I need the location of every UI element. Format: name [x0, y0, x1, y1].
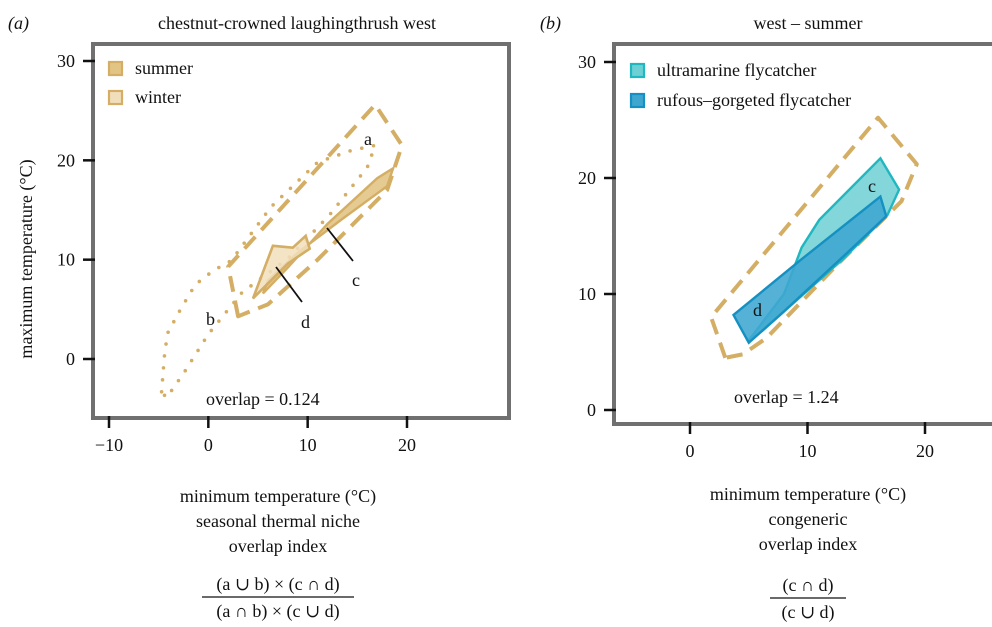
legend-swatch-ultramarine [629, 62, 646, 79]
panel-a-frame [91, 42, 511, 420]
y-tick-label: 0 [587, 400, 596, 420]
y-tick-label: 30 [57, 51, 75, 71]
panel-a-series [159, 102, 404, 401]
y-tick-label: 20 [578, 168, 596, 188]
panel-a-caption-line1: seasonal thermal niche [196, 511, 360, 531]
panel-b-xlabel: minimum temperature (°C) [710, 484, 906, 505]
panel-b-annotations: c d overlap = 1.24 [734, 176, 876, 407]
panel-a-title: chestnut-crowned laughingthrush west [158, 13, 436, 33]
series-region-outline [709, 115, 919, 360]
panel-a: (a) chestnut-crowned laughingthrush west… [8, 13, 511, 622]
series-region-d [251, 233, 312, 300]
x-tick-label: 0 [204, 435, 213, 455]
region-label-d: d [301, 312, 310, 332]
panel-b-tag: (b) [540, 13, 561, 34]
panel-b-caption-line2: overlap index [759, 534, 857, 554]
legend-label-ultramarine: ultramarine flycatcher [657, 60, 816, 80]
panel-b-formula-denominator: (c ∪ d) [781, 602, 834, 623]
legend-label-rufous-gorgeted: rufous–gorgeted flycatcher [657, 90, 851, 110]
x-tick-label: −10 [95, 435, 123, 455]
x-tick-label: 10 [299, 435, 317, 455]
panel-b-title: west – summer [754, 13, 863, 33]
panel-a-tag: (a) [8, 13, 29, 34]
x-tick-label: 20 [398, 435, 416, 455]
x-tick-label: 10 [799, 441, 817, 461]
panel-b-axes: 0 10 20 0 10 20 30 [578, 52, 934, 461]
region-label-a: a [364, 129, 372, 149]
region-label-c: c [352, 270, 360, 290]
x-tick-label: 0 [686, 441, 695, 461]
panel-b-caption-line1: congeneric [769, 509, 848, 529]
panel-a-formula-denominator: (a ∩ b) × (c ∪ d) [216, 601, 339, 622]
y-tick-label: 10 [578, 284, 596, 304]
panel-a-axes: −10 0 10 20 0 10 20 30 [57, 51, 416, 455]
panel-b: (b) west – summer ultramarine flycatcher… [540, 13, 992, 623]
panel-b-frame [612, 42, 992, 426]
legend-swatch-rufous-gorgeted [629, 92, 646, 109]
region-label-c: c [868, 176, 876, 196]
series-region-d [731, 194, 888, 345]
x-tick-label: 20 [916, 441, 934, 461]
y-tick-label: 0 [66, 349, 75, 369]
leader-line-c [326, 227, 354, 262]
y-tick-label: 30 [578, 52, 596, 72]
panel-b-series [709, 115, 919, 360]
series-region-b [159, 142, 378, 401]
legend-label-winter: winter [135, 87, 181, 107]
panel-a-annotations: a b c d overlap = 0.124 [206, 129, 372, 409]
leader-line-d [275, 266, 303, 303]
panel-a-xlabel: minimum temperature (°C) [180, 486, 376, 507]
panel-a-formula-numerator: (a ∪ b) × (c ∩ d) [216, 574, 339, 595]
panel-a-ylabel: maximum temperature (°C) [16, 159, 37, 358]
overlap-value-b: overlap = 1.24 [734, 387, 839, 407]
y-tick-label: 20 [57, 150, 75, 170]
panel-b-legend: ultramarine flycatcher rufous–gorgeted f… [629, 60, 851, 110]
y-tick-label: 10 [57, 250, 75, 270]
region-label-b: b [206, 309, 215, 329]
panel-a-legend: summer winter [107, 58, 193, 107]
panel-b-formula-numerator: (c ∩ d) [783, 575, 834, 596]
panel-a-caption-line2: overlap index [229, 536, 327, 556]
legend-label-summer: summer [135, 58, 193, 78]
legend-swatch-winter [107, 89, 124, 106]
region-label-d: d [753, 300, 762, 320]
legend-swatch-summer [107, 60, 124, 77]
series-region-a [226, 102, 404, 319]
overlap-value-a: overlap = 0.124 [206, 389, 320, 409]
